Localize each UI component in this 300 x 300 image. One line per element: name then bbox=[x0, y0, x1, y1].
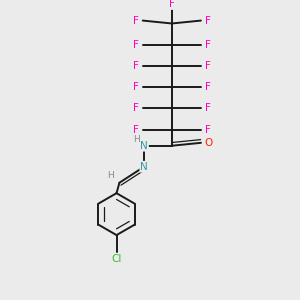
Text: F: F bbox=[133, 103, 138, 113]
Text: F: F bbox=[133, 40, 138, 50]
Text: F: F bbox=[133, 16, 138, 26]
Text: F: F bbox=[133, 61, 138, 71]
Text: N: N bbox=[140, 141, 148, 151]
Text: F: F bbox=[133, 82, 138, 92]
Text: O: O bbox=[204, 138, 213, 148]
Text: F: F bbox=[205, 125, 211, 135]
Text: F: F bbox=[169, 0, 175, 9]
Text: N: N bbox=[140, 162, 148, 172]
Text: F: F bbox=[205, 16, 211, 26]
Text: H: H bbox=[107, 171, 114, 180]
Text: H: H bbox=[133, 135, 140, 144]
Text: F: F bbox=[205, 82, 211, 92]
Text: F: F bbox=[133, 125, 138, 135]
Text: F: F bbox=[205, 103, 211, 113]
Text: Cl: Cl bbox=[111, 254, 122, 264]
Text: F: F bbox=[205, 61, 211, 71]
Text: F: F bbox=[205, 40, 211, 50]
